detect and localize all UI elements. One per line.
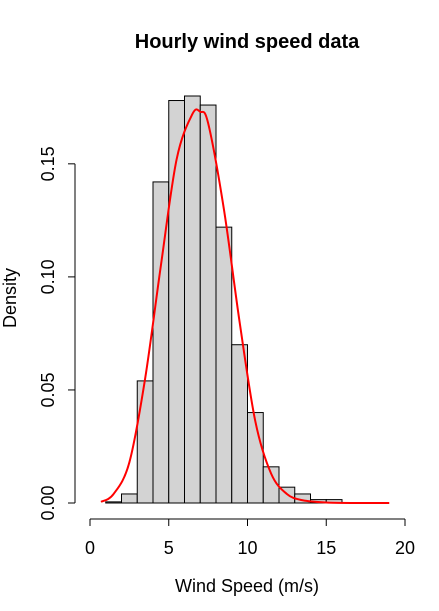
histogram-bar xyxy=(215,226,233,504)
y-tick-label: 0.00 xyxy=(38,485,58,520)
x-axis-label: Wind Speed (m/s) xyxy=(175,576,319,596)
x-axis: 0 5 10 15 20 xyxy=(85,518,415,558)
x-tick-label: 10 xyxy=(237,538,257,558)
x-tick-label: 0 xyxy=(85,538,95,558)
histogram-bar xyxy=(199,104,217,504)
y-tick-label: 0.10 xyxy=(38,259,58,294)
x-tick-label: 15 xyxy=(316,538,336,558)
x-tick-label: 20 xyxy=(395,538,415,558)
histogram-bars xyxy=(105,95,374,504)
histogram-bar xyxy=(136,380,154,504)
histogram-bar xyxy=(121,493,138,504)
density-curve xyxy=(100,108,390,505)
histogram-bar xyxy=(184,95,201,504)
histogram-bar xyxy=(262,466,280,504)
histogram-bar xyxy=(231,344,248,504)
y-axis: 0.00 0.05 0.10 0.15 xyxy=(38,146,76,521)
histogram-bar xyxy=(105,501,122,504)
y-tick-label: 0.05 xyxy=(38,372,58,407)
y-axis-label: Density xyxy=(0,268,20,328)
y-tick-label: 0.15 xyxy=(38,146,58,181)
chart-title: Hourly wind speed data xyxy=(135,31,360,53)
x-tick-label: 5 xyxy=(164,538,174,558)
